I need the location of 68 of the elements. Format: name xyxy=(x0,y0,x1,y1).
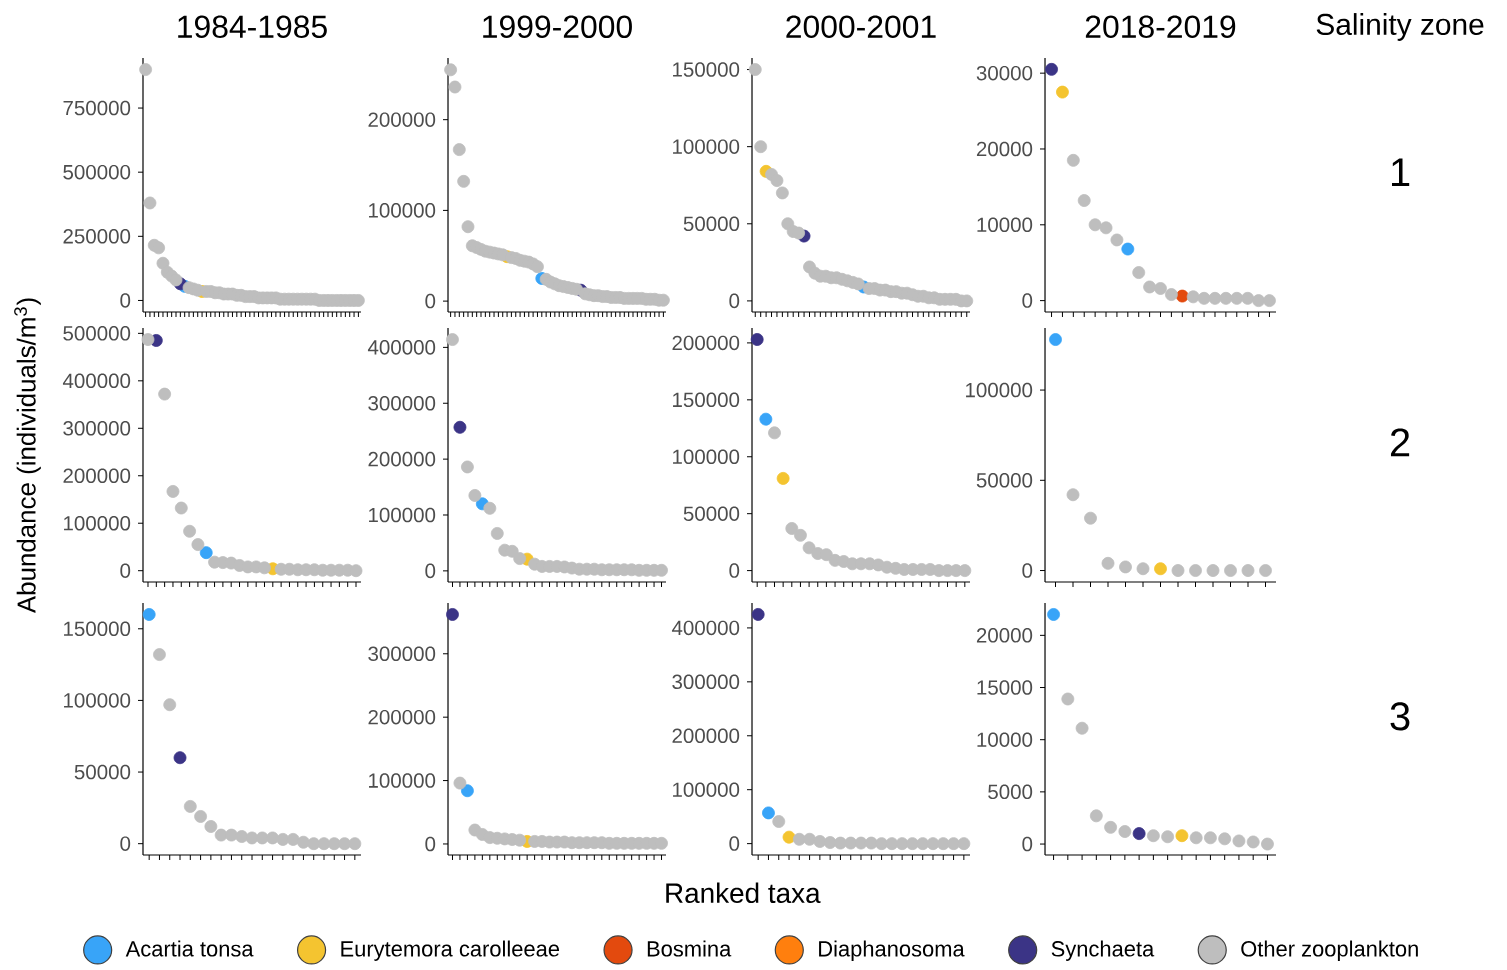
y-tick-label: 0 xyxy=(120,836,131,851)
y-tick-label: 50000 xyxy=(74,764,131,780)
y-tick-label: 200000 xyxy=(672,335,740,351)
y-tick-label: 0 xyxy=(1022,836,1033,852)
y-tick-label: 10000 xyxy=(977,217,1033,233)
y-tick-label: 0 xyxy=(425,293,436,309)
y-tick-label: 0 xyxy=(425,563,436,579)
y-tick-label: 0 xyxy=(425,836,436,852)
text: Salinity zone xyxy=(1316,13,1484,41)
y-axis-title: Abundance (individuals/m$^{3}$) xyxy=(14,298,41,614)
legend-label: Eurytemora carolleeae xyxy=(341,940,560,961)
y-tick-label: 300000 xyxy=(368,395,436,411)
y-tick-label: 300000 xyxy=(63,421,131,436)
y-tick-label: 300000 xyxy=(672,674,740,690)
y-tick-label: 50000 xyxy=(976,473,1033,488)
y-tick-label: 100000 xyxy=(673,782,740,797)
y-tick-label: 200000 xyxy=(368,112,436,127)
y-tick-label: 30000 xyxy=(976,65,1033,81)
y-tick-label: 150000 xyxy=(64,621,131,637)
y-tick-label: 100000 xyxy=(369,203,436,218)
y-tick-label: 200000 xyxy=(368,451,436,467)
chart-title: 1984-1985 xyxy=(178,15,327,39)
y-tick-label: 0 xyxy=(729,563,740,578)
y-tick-label: 150000 xyxy=(673,392,740,408)
legend-label: Synchaeta xyxy=(1051,940,1155,961)
y-tick-label: 200000 xyxy=(672,728,740,744)
y-tick-label: 400000 xyxy=(62,373,131,389)
text: 1 xyxy=(1392,158,1410,186)
x-axis-title: Ranked taxa xyxy=(666,882,821,904)
y-tick-label: 0 xyxy=(729,836,740,851)
y-tick-label: 750000 xyxy=(63,100,131,116)
y-tick-label: 100000 xyxy=(369,507,436,523)
chart-title: 2018-2019 xyxy=(1085,15,1236,38)
y-tick-label: 200000 xyxy=(63,468,131,484)
y-tick-label: 100000 xyxy=(966,382,1033,398)
legend-label: Acartia tonsa xyxy=(125,940,254,957)
y-tick-label: 300000 xyxy=(368,646,436,662)
y-tick-label: 250000 xyxy=(63,229,131,244)
y-tick-label: 400000 xyxy=(671,620,740,636)
y-tick-label: 500000 xyxy=(63,326,131,341)
y-tick-label: 50000 xyxy=(683,506,740,521)
text: 2 xyxy=(1390,428,1410,457)
y-tick-label: 0 xyxy=(120,563,131,578)
y-tick-label: 50000 xyxy=(683,216,740,232)
y-tick-label: 5000 xyxy=(988,784,1033,800)
chart-title: 1999-2000 xyxy=(483,15,632,38)
y-tick-label: 20000 xyxy=(976,628,1033,643)
chart-title: 2000-2001 xyxy=(786,15,936,38)
y-tick-label: 100000 xyxy=(64,515,131,531)
y-tick-label: 0 xyxy=(1022,563,1033,578)
y-tick-label: 20000 xyxy=(976,141,1033,157)
legend-label: Other zooplankton xyxy=(1241,940,1418,961)
y-tick-label: 0 xyxy=(1022,293,1033,308)
y-tick-label: 400000 xyxy=(367,340,436,355)
y-tick-label: 500000 xyxy=(63,164,131,180)
y-tick-label: 100000 xyxy=(64,693,131,708)
legend-label: Diaphanosoma xyxy=(819,940,965,961)
y-tick-label: 15000 xyxy=(977,680,1033,695)
y-tick-label: 200000 xyxy=(368,709,436,725)
y-tick-label: 100000 xyxy=(673,449,740,465)
y-tick-label: 100000 xyxy=(673,139,740,154)
y-tick-label: 100000 xyxy=(369,773,436,788)
legend-label: Bosmina xyxy=(647,940,732,957)
y-tick-label: 0 xyxy=(729,293,740,309)
y-tick-label: 150000 xyxy=(673,62,740,77)
y-tick-label: 0 xyxy=(120,293,131,308)
y-tick-label: 10000 xyxy=(977,732,1033,747)
text: 3 xyxy=(1390,702,1410,731)
